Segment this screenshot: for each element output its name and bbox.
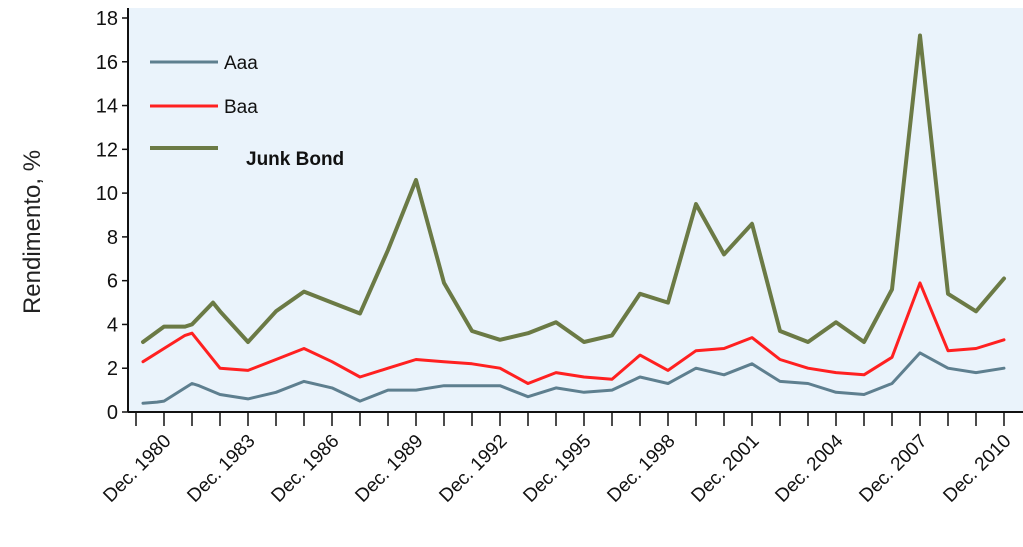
y-tick-label: 8	[107, 227, 118, 249]
y-tick-label: 16	[96, 52, 118, 74]
x-tick-label: Dec. 1980	[99, 431, 175, 507]
y-tick-label: 12	[96, 139, 118, 161]
x-tick-label: Dec. 2007	[855, 431, 931, 507]
y-axis-title: Rendimento, %	[19, 150, 46, 314]
legend: Aaa Baa Junk Bond	[150, 53, 344, 170]
x-tick-label: Dec. 1983	[183, 431, 259, 507]
y-tick-label: 2	[107, 358, 118, 380]
series-line-baa	[141, 281, 1006, 385]
y-tick-label: 18	[96, 8, 118, 30]
x-tick-label: Dec. 2004	[771, 430, 847, 506]
series-layer	[141, 33, 1006, 405]
legend-label-aaa: Aaa	[224, 53, 258, 74]
x-tick-label: Dec. 1986	[267, 431, 343, 507]
legend-label-junk-bond: Junk Bond	[246, 149, 344, 170]
x-tick-label: Dec. 1992	[435, 431, 511, 507]
legend-label-baa: Baa	[224, 97, 258, 118]
y-tick-label: 14	[96, 96, 118, 118]
series-line-aaa	[141, 351, 1006, 405]
y-tick-label: 0	[107, 402, 118, 424]
x-tick-label: Dec. 2001	[687, 431, 763, 507]
series-line-junk-bond	[141, 33, 1006, 344]
x-axis: Dec. 1980 Dec. 1983 Dec. 1986 Dec. 1989 Dec.…	[99, 411, 1023, 507]
y-tick-label: 10	[96, 183, 118, 205]
x-tick-label: Dec. 2010	[939, 431, 1015, 507]
x-tick-label: Dec. 1998	[603, 431, 679, 507]
y-axis: 0 2 4 6 8 10 12 14 16 18	[96, 8, 129, 424]
plot-area-background	[128, 8, 1023, 412]
y-tick-label: 6	[107, 271, 118, 293]
x-tick-label: Dec. 1989	[351, 431, 427, 507]
x-tick-label: Dec. 1995	[519, 431, 595, 507]
y-tick-label: 4	[107, 314, 118, 336]
